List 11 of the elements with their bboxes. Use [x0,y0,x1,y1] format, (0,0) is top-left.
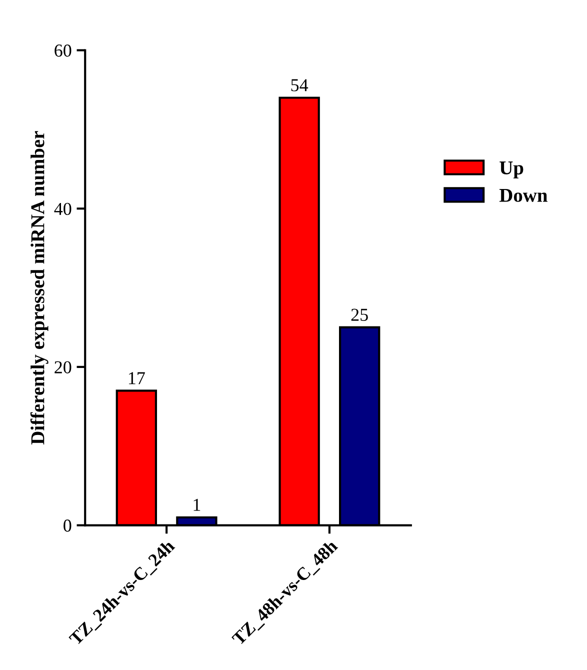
legend-label: Up [500,162,524,178]
y-axis-title: Differently expressed miRNA number [30,131,48,445]
data-label: 1 [194,498,200,511]
data-label: 17 [128,372,145,384]
y-tick-label: 40 [54,202,72,216]
y-tick-label: 20 [54,361,72,374]
y-tick-label: 60 [54,44,72,57]
y-tick-label: 0 [64,520,72,532]
data-label: 54 [291,79,308,92]
data-label: 25 [351,308,368,321]
legend-label: Down [499,189,548,202]
